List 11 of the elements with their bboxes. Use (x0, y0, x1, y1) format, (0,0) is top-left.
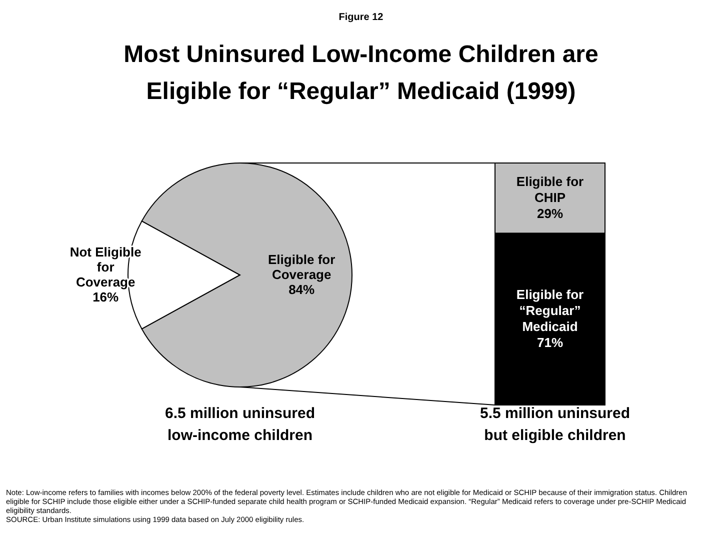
text: 6.5 million uninsured low-income children (164, 405, 316, 444)
data-label: 16% (92, 290, 120, 304)
data-label: 84% (288, 282, 316, 297)
data-label: 29% (536, 206, 564, 222)
caption: Figure 12 (338, 12, 384, 23)
series-label: Eligible for CHIP (516, 174, 584, 206)
slice-label: Eligible for Coverage (268, 252, 336, 282)
chart-title: Most Uninsured Low-Income Children are Eligible for “Regular” Medicaid (1999) (124, 41, 598, 105)
data-label: 71% (536, 335, 564, 350)
series-label: Eligible for “Regular” Medicaid (516, 287, 584, 334)
x-axis-title: 5.5 million uninsured but eligible children (480, 405, 630, 444)
